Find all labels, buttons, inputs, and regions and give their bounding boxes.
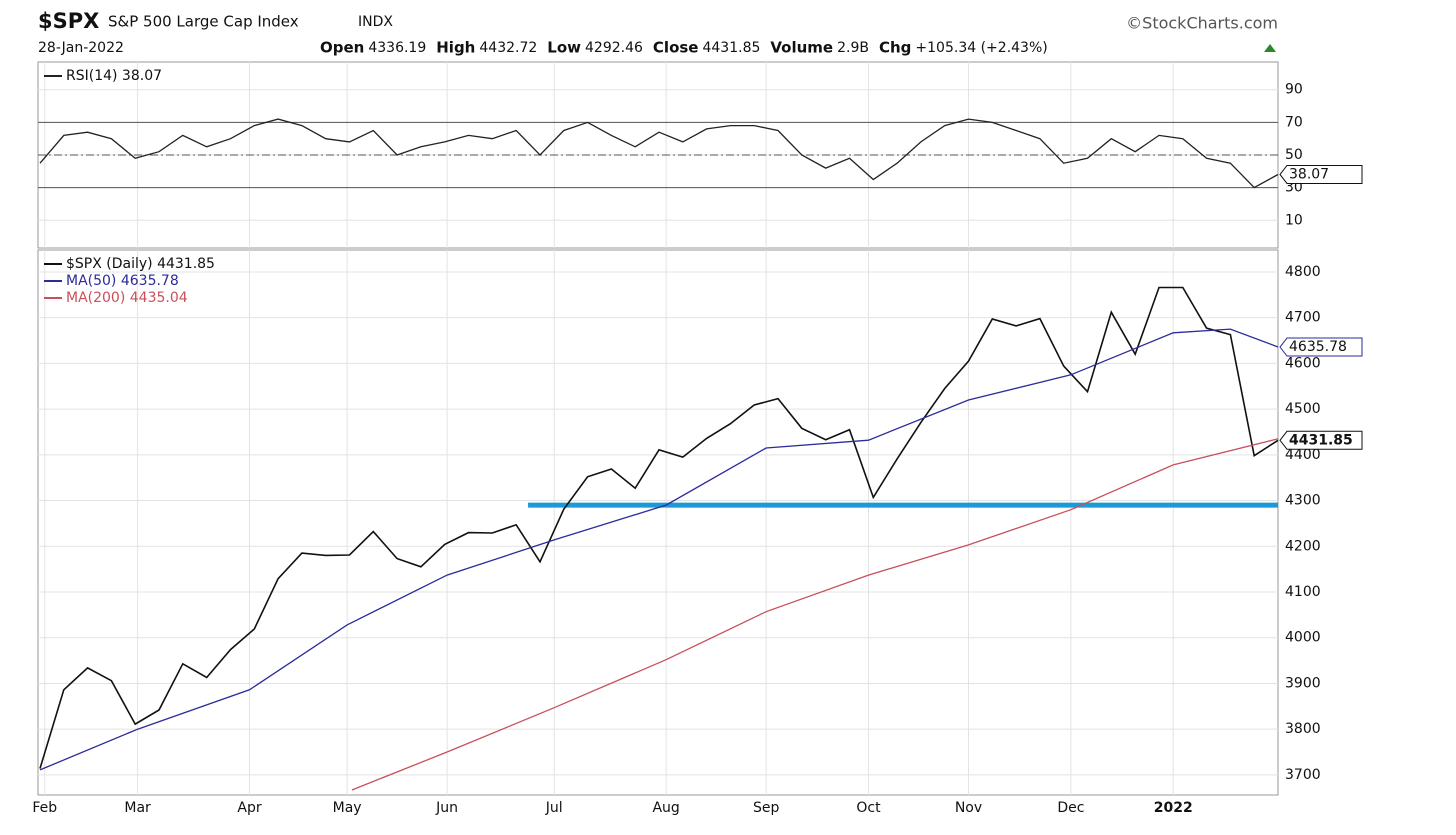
y-tick-label: 3900 (1285, 675, 1321, 691)
y-tick-label: 4700 (1285, 310, 1321, 326)
y-tick-label: 10 (1285, 212, 1303, 228)
credit: ©StockCharts.com (1126, 14, 1278, 33)
y-tick-label: 4800 (1285, 264, 1321, 280)
price-tag-label: 4431.85 (1289, 432, 1353, 448)
exchange: INDX (358, 14, 393, 30)
price-tag-label: 38.07 (1289, 166, 1329, 182)
y-tick-label: 4200 (1285, 538, 1321, 554)
stat-value: 2.9B (837, 40, 869, 56)
legend-label: MA(200) 4435.04 (66, 290, 188, 306)
stat-label: Close (653, 39, 699, 57)
stat-value: 4432.72 (479, 40, 537, 56)
price-tag-label: 4635.78 (1289, 339, 1347, 355)
y-tick-label: 4600 (1285, 355, 1321, 371)
y-tick-label: 4100 (1285, 584, 1321, 600)
y-tick-label: 50 (1285, 147, 1303, 163)
stat-label: High (436, 39, 475, 57)
x-tick-label: Jul (545, 800, 563, 816)
y-tick-label: 3700 (1285, 767, 1321, 783)
x-tick-label: May (333, 800, 362, 816)
x-tick-label: Nov (955, 800, 982, 816)
date: 28-Jan-2022 (38, 40, 124, 56)
price-tag (1279, 430, 1363, 450)
y-tick-label: 90 (1285, 82, 1303, 98)
y-tick-label: 4500 (1285, 401, 1321, 417)
index-name: S&P 500 Large Cap Index (108, 13, 299, 31)
stat-label: Volume (770, 39, 833, 57)
price-tag (1279, 164, 1363, 184)
stat-label: Open (320, 39, 364, 57)
legend-label: $SPX (Daily) 4431.85 (66, 256, 215, 272)
x-tick-label: Feb (32, 800, 57, 816)
x-tick-label: Dec (1057, 800, 1084, 816)
y-tick-label: 4400 (1285, 447, 1321, 463)
stat-value: 4431.85 (702, 40, 760, 56)
x-tick-label: Jun (435, 800, 458, 816)
series-line (39, 286, 1279, 769)
stats: Open 4336.19 High 4432.72 Low 4292.46 Close 443… (320, 39, 1048, 57)
series-line (39, 328, 1279, 771)
x-tick-label: 2022 (1154, 800, 1193, 816)
x-tick-label: Aug (652, 800, 679, 816)
y-tick-label: 70 (1285, 114, 1303, 130)
x-tick-label: Apr (237, 800, 261, 816)
series-line (39, 118, 1279, 189)
price-tag (1279, 337, 1363, 357)
stat-label: Chg (879, 39, 911, 57)
legend-label: RSI(14) 38.07 (66, 68, 162, 84)
stat-label: Low (547, 39, 581, 57)
series-line (351, 438, 1279, 791)
y-tick-label: 4000 (1285, 630, 1321, 646)
y-tick-label: 3800 (1285, 721, 1321, 737)
symbol: $SPX (38, 9, 99, 33)
x-tick-label: Sep (753, 800, 780, 816)
x-tick-label: Mar (124, 800, 151, 816)
y-tick-label: 4300 (1285, 493, 1321, 509)
stat-value: 4292.46 (585, 40, 643, 56)
up-arrow (1264, 44, 1276, 52)
price-panel (37, 249, 1279, 796)
stat-value: +105.34 (+2.43%) (915, 40, 1047, 56)
stat-value: 4336.19 (368, 40, 426, 56)
x-tick-label: Oct (856, 800, 881, 816)
legend-label: MA(50) 4635.78 (66, 273, 179, 289)
